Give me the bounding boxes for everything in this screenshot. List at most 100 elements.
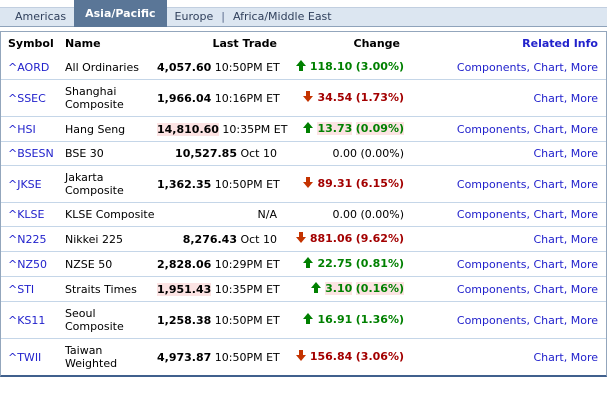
change-percent: (0.09%) (355, 122, 404, 135)
symbol-cell: ^AORD (1, 55, 65, 80)
symbol-cell: ^NZ50 (1, 252, 65, 277)
more-link[interactable]: More (570, 232, 598, 246)
change-percent: (0.00%) (360, 208, 404, 221)
index-name: Shanghai Composite (65, 85, 124, 111)
trade-time: 10:50PM ET (211, 177, 280, 191)
symbol-link[interactable]: ^KS11 (8, 313, 46, 327)
last-trade-cell: 4,973.87 10:50PM ET (157, 339, 281, 376)
last-trade-price: N/A (257, 208, 277, 221)
tab-asia-pacific[interactable]: Asia/Pacific (74, 0, 167, 27)
chart-link[interactable]: Chart (533, 232, 564, 246)
chart-link[interactable]: Chart (533, 208, 564, 221)
change-column-header: Change (353, 37, 401, 50)
chart-link[interactable]: Chart (533, 350, 564, 364)
last-trade-cell: 8,276.43 Oct 10 (157, 227, 281, 252)
chart-link[interactable]: Chart (533, 147, 564, 160)
more-link[interactable]: More (570, 122, 598, 136)
more-link[interactable]: More (570, 60, 598, 74)
components-link[interactable]: Components (456, 208, 527, 221)
table-row: ^AORD All Ordinaries 4,057.60 10:50PM ET 11… (1, 55, 606, 80)
symbol-link[interactable]: ^BSESN (8, 147, 54, 160)
up-arrow-icon (303, 257, 314, 271)
last-trade-price: 4,057.60 (157, 60, 212, 74)
change-value: 156.84 (309, 350, 353, 363)
symbol-cell: ^SSEC (1, 80, 65, 117)
chart-link[interactable]: Chart (533, 122, 564, 136)
symbol-cell: ^JKSE (1, 166, 65, 203)
components-link[interactable]: Components (456, 177, 527, 191)
symbol-cell: ^N225 (1, 227, 65, 252)
chart-link[interactable]: Chart (533, 177, 564, 191)
more-link[interactable]: More (570, 313, 598, 327)
change-percent: (3.00%) (355, 60, 404, 73)
symbol-link[interactable]: ^N225 (8, 232, 47, 246)
more-link[interactable]: More (570, 257, 598, 271)
last-trade-cell: 10,527.85 Oct 10 (157, 142, 281, 166)
related-info-column-header: Related Info (522, 37, 598, 50)
related-info-cell: Components, Chart, More (456, 282, 598, 296)
table-row: ^SSEC Shanghai Composite 1,966.04 10:16PM … (1, 80, 606, 117)
change-cell: 22.75 (0.81%) (281, 252, 414, 277)
change-cell: 156.84 (3.06%) (281, 339, 414, 376)
down-arrow-icon (295, 232, 306, 246)
index-name: All Ordinaries (65, 60, 139, 74)
related-info-cell: Components, Chart, More (456, 313, 598, 327)
symbol-cell: ^TWII (1, 339, 65, 376)
change-cell: 3.10 (0.16%) (281, 277, 414, 302)
components-link[interactable]: Components (456, 313, 527, 327)
trade-time: 10:50PM ET (211, 313, 280, 327)
last-trade-price: 1,258.38 (157, 313, 212, 327)
components-link[interactable]: Components (456, 122, 527, 136)
symbol-link[interactable]: ^SSEC (8, 91, 46, 105)
trade-time: Oct 10 (236, 232, 277, 246)
change-percent: (9.62%) (355, 232, 404, 245)
components-link[interactable]: Components (456, 282, 527, 296)
symbol-link[interactable]: ^TWII (8, 350, 42, 364)
chart-link[interactable]: Chart (533, 91, 564, 105)
more-link[interactable]: More (570, 147, 598, 160)
last-trade-cell: 1,951.43 10:35PM ET (157, 277, 281, 302)
change-percent: (0.16%) (355, 282, 404, 295)
index-name: Nikkei 225 (65, 232, 123, 246)
chart-link[interactable]: Chart (533, 257, 564, 271)
table-row: ^N225 Nikkei 225 8,276.43 Oct 10 881.06 (9.… (1, 227, 606, 252)
more-link[interactable]: More (570, 177, 598, 191)
index-name: NZSE 50 (65, 257, 113, 271)
symbol-link[interactable]: ^NZ50 (8, 257, 47, 271)
chart-link[interactable]: Chart (533, 282, 564, 296)
components-link[interactable]: Components (456, 257, 527, 271)
index-name: Seoul Composite (65, 307, 124, 333)
index-name: KLSE Composite (65, 208, 155, 221)
last-trade-price: 1,951.43 (157, 282, 212, 296)
change-percent: (1.73%) (355, 91, 404, 104)
tab-africa-middle-east[interactable]: Africa/Middle East (232, 10, 332, 23)
symbol-link[interactable]: ^JKSE (8, 177, 42, 191)
symbol-link[interactable]: ^KLSE (8, 208, 45, 221)
change-value: 0.00 (332, 208, 357, 221)
tab-americas[interactable]: Americas (15, 10, 67, 23)
trade-time: 10:50PM ET (211, 350, 280, 364)
change-value: 118.10 (309, 60, 353, 73)
chart-link[interactable]: Chart (533, 60, 564, 74)
change-cell: 118.10 (3.00%) (281, 55, 414, 80)
more-link[interactable]: More (570, 208, 598, 221)
index-name: BSE 30 (65, 147, 104, 160)
more-link[interactable]: More (570, 91, 598, 105)
components-link[interactable]: Components (456, 60, 527, 74)
last-trade-price: 1,966.04 (157, 91, 212, 105)
symbol-link[interactable]: ^AORD (8, 60, 50, 74)
change-cell: 0.00 (0.00%) (281, 203, 414, 227)
last-trade-cell: 4,057.60 10:50PM ET (157, 55, 281, 80)
chart-link[interactable]: Chart (533, 313, 564, 327)
symbol-link[interactable]: ^STI (8, 282, 35, 296)
index-name: Jakarta Composite (65, 171, 124, 197)
tab-europe[interactable]: Europe (174, 10, 214, 23)
more-link[interactable]: More (570, 282, 598, 296)
symbol-link[interactable]: ^HSI (8, 122, 36, 136)
up-arrow-icon (295, 60, 306, 74)
change-cell: 89.31 (6.15%) (281, 166, 414, 203)
more-link[interactable]: More (570, 350, 598, 364)
last-trade-cell: 1,258.38 10:50PM ET (157, 302, 281, 339)
symbol-cell: ^HSI (1, 117, 65, 142)
